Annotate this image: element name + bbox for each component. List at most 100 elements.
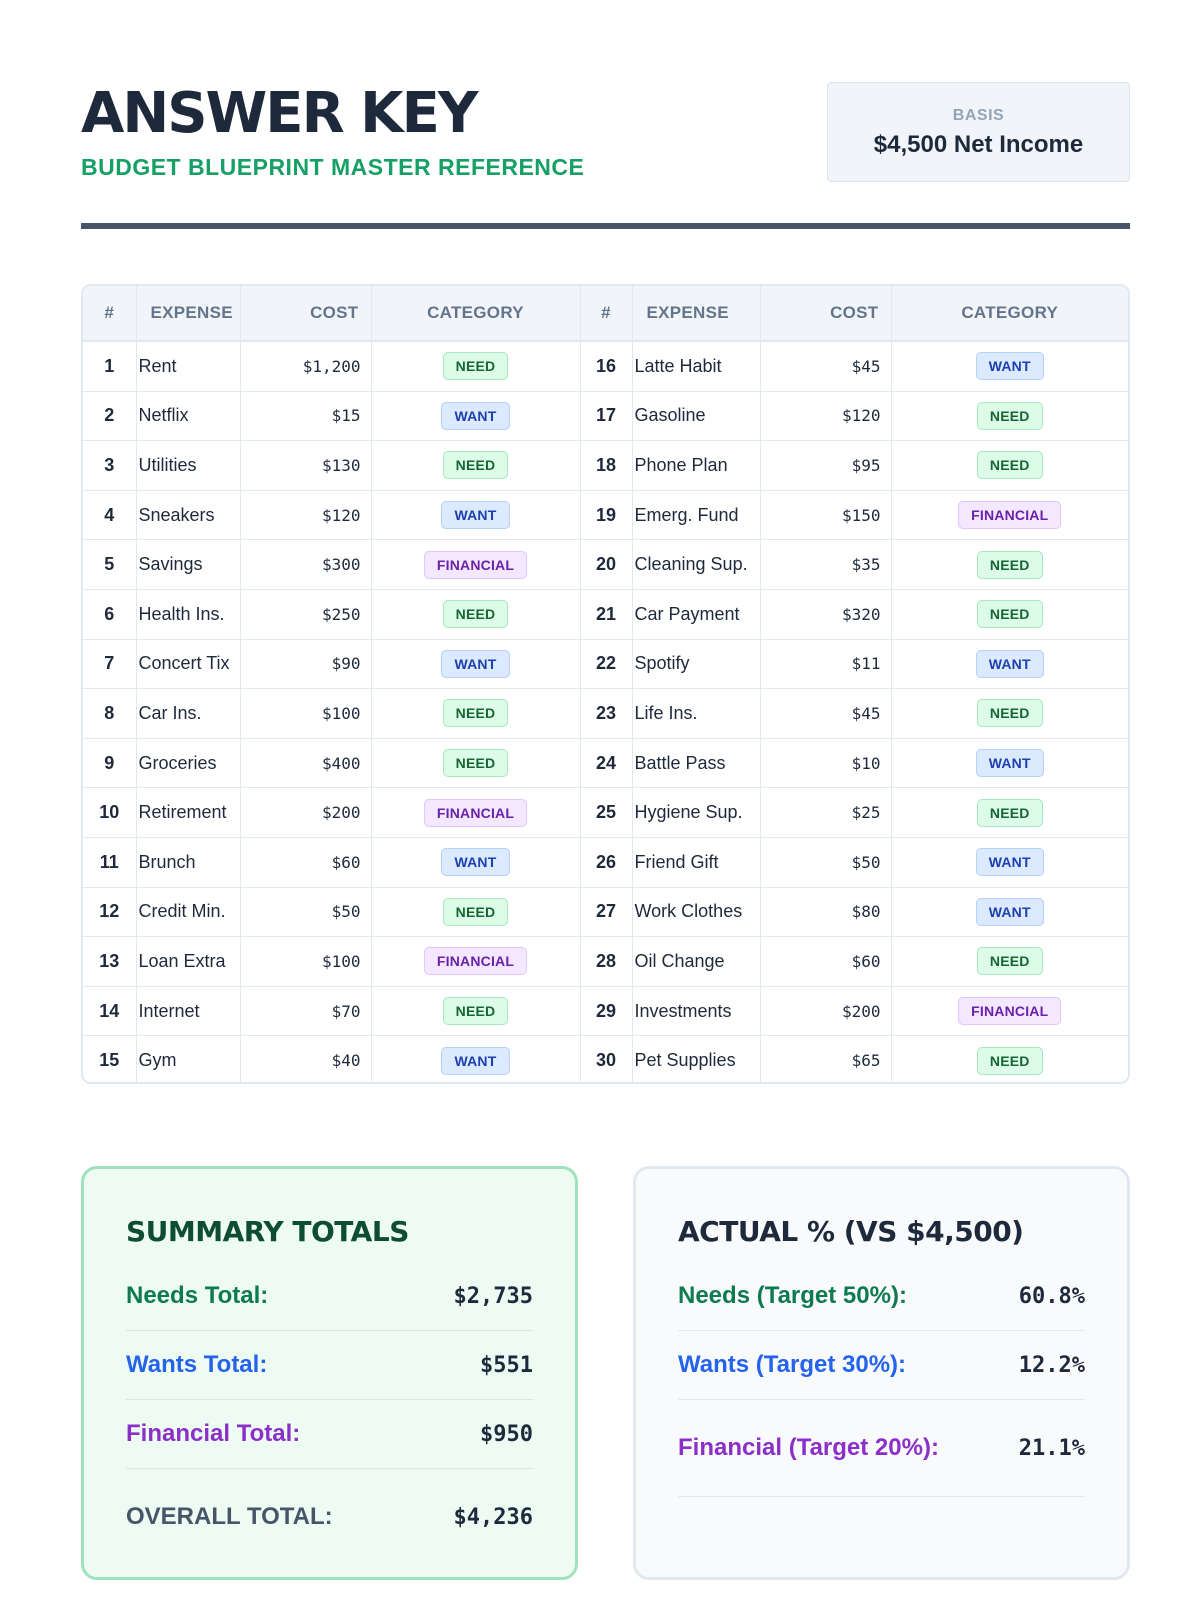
summary-title: SUMMARY TOTALS <box>126 1215 409 1248</box>
category-cell: NEED <box>371 341 581 392</box>
column-header-category: CATEGORY <box>891 286 1128 342</box>
expense-name: Concert Tix <box>136 639 241 690</box>
actual-percent-card: ACTUAL % (VS $4,500) Needs (Target 50%):… <box>633 1166 1130 1580</box>
header: ANSWER KEY BUDGET BLUEPRINT MASTER REFER… <box>81 81 1130 186</box>
category-badge: NEED <box>976 550 1043 579</box>
category-cell: WANT <box>371 639 581 690</box>
category-cell: NEED <box>891 936 1128 987</box>
financial-total-row: Financial Total: $950 <box>126 1400 533 1469</box>
table-row: 6 Health Ins. $250 NEED 21 Car Payment $320 NEE… <box>83 589 1128 640</box>
needs-total-row: Needs Total: $2,735 <box>126 1262 533 1331</box>
item-number: 17 <box>580 391 633 442</box>
financial-total-value: $950 <box>480 1421 533 1447</box>
table-header-row: # EXPENSE COST CATEGORY # EXPENSE COST C… <box>83 286 1128 342</box>
expense-name: Car Ins. <box>136 688 241 739</box>
item-number: 21 <box>580 589 633 640</box>
expense-name: Sneakers <box>136 490 241 541</box>
item-number: 12 <box>83 887 137 938</box>
financial-total-label: Financial Total: <box>126 1420 301 1447</box>
category-badge: FINANCIAL <box>423 798 528 827</box>
category-cell: NEED <box>371 589 581 640</box>
category-cell: NEED <box>371 688 581 739</box>
expense-cost: $35 <box>760 539 892 590</box>
expense-cost: $25 <box>760 787 892 838</box>
item-number: 28 <box>580 936 633 987</box>
category-badge: WANT <box>441 501 510 530</box>
expense-cost: $120 <box>240 490 372 541</box>
expense-name: Spotify <box>632 639 761 690</box>
category-badge: NEED <box>442 451 509 480</box>
expense-name: Brunch <box>136 837 241 888</box>
table-row: 3 Utilities $130 NEED 18 Phone Plan $95 NEED <box>83 440 1128 491</box>
category-badge: NEED <box>442 897 509 926</box>
expense-cost: $100 <box>240 688 372 739</box>
category-cell: NEED <box>891 589 1128 640</box>
category-badge: WANT <box>441 848 510 877</box>
category-cell: NEED <box>371 986 581 1037</box>
category-cell: WANT <box>371 837 581 888</box>
column-header-expense: EXPENSE <box>136 286 241 342</box>
category-cell: FINANCIAL <box>371 539 581 590</box>
item-number: 15 <box>83 1035 137 1082</box>
table-row: 15 Gym $40 WANT 30 Pet Supplies $65 NEED <box>83 1035 1128 1082</box>
expense-name: Netflix <box>136 391 241 442</box>
header-divider <box>81 223 1130 229</box>
category-badge: NEED <box>976 600 1043 629</box>
wants-total-value: $551 <box>480 1352 533 1378</box>
column-header-cost: COST <box>760 286 892 342</box>
page-subtitle: BUDGET BLUEPRINT MASTER REFERENCE <box>81 154 585 180</box>
expense-name: Investments <box>632 986 761 1037</box>
column-header-cost: COST <box>240 286 372 342</box>
table-row: 1 Rent $1,200 NEED 16 Latte Habit $45 WANT <box>83 341 1128 392</box>
expense-name: Battle Pass <box>632 738 761 789</box>
item-number: 27 <box>580 887 633 938</box>
financial-percent-label: Financial (Target 20%): <box>678 1434 939 1461</box>
column-header-expense: EXPENSE <box>632 286 761 342</box>
expense-name: Pet Supplies <box>632 1035 761 1082</box>
item-number: 22 <box>580 639 633 690</box>
expense-name: Gym <box>136 1035 241 1082</box>
category-cell: NEED <box>891 1036 1128 1082</box>
category-cell: WANT <box>891 639 1128 690</box>
item-number: 10 <box>83 787 137 838</box>
table-row: 13 Loan Extra $100 FINANCIAL 28 Oil Change $60… <box>83 936 1128 987</box>
wants-total-label: Wants Total: <box>126 1351 268 1378</box>
basis-label: BASIS <box>952 107 1005 124</box>
expense-cost: $130 <box>240 440 372 491</box>
category-cell: WANT <box>371 391 581 442</box>
wants-percent-label: Wants (Target 30%): <box>678 1351 907 1378</box>
expense-cost: $120 <box>760 391 892 442</box>
category-cell: WANT <box>371 490 581 541</box>
expense-name: Loan Extra <box>136 936 241 987</box>
expense-cost: $320 <box>760 589 892 640</box>
item-number: 23 <box>580 688 633 739</box>
category-badge: WANT <box>975 352 1044 381</box>
category-badge: WANT <box>975 749 1044 778</box>
table-row: 9 Groceries $400 NEED 24 Battle Pass $10 WANT <box>83 738 1128 789</box>
item-number: 29 <box>580 986 633 1037</box>
expense-name: Life Ins. <box>632 688 761 739</box>
page-title: ANSWER KEY <box>81 81 478 146</box>
expense-name: Gasoline <box>632 391 761 442</box>
category-badge: FINANCIAL <box>958 997 1062 1026</box>
category-badge: FINANCIAL <box>423 550 528 579</box>
table-row: 8 Car Ins. $100 NEED 23 Life Ins. $45 NEED <box>83 688 1128 739</box>
needs-total-label: Needs Total: <box>126 1282 269 1309</box>
item-number: 5 <box>83 539 137 590</box>
expense-cost: $80 <box>760 887 892 938</box>
expense-name: Utilities <box>136 440 241 491</box>
category-badge: NEED <box>442 749 509 778</box>
table-row: 14 Internet $70 NEED 29 Investments $200 FINANC… <box>83 986 1128 1037</box>
table-body: 1 Rent $1,200 NEED 16 Latte Habit $45 WANT 2 Netf… <box>83 341 1128 1082</box>
category-badge: NEED <box>976 1046 1043 1075</box>
category-cell: NEED <box>891 787 1128 838</box>
expense-cost: $45 <box>760 688 892 739</box>
expense-name: Phone Plan <box>632 440 761 491</box>
expense-name: Rent <box>136 341 241 392</box>
column-header-number: # <box>83 286 137 342</box>
item-number: 3 <box>83 440 137 491</box>
item-number: 11 <box>83 837 137 888</box>
item-number: 2 <box>83 391 137 442</box>
expense-cost: $60 <box>760 936 892 987</box>
overall-total-value: $4,236 <box>453 1504 533 1530</box>
